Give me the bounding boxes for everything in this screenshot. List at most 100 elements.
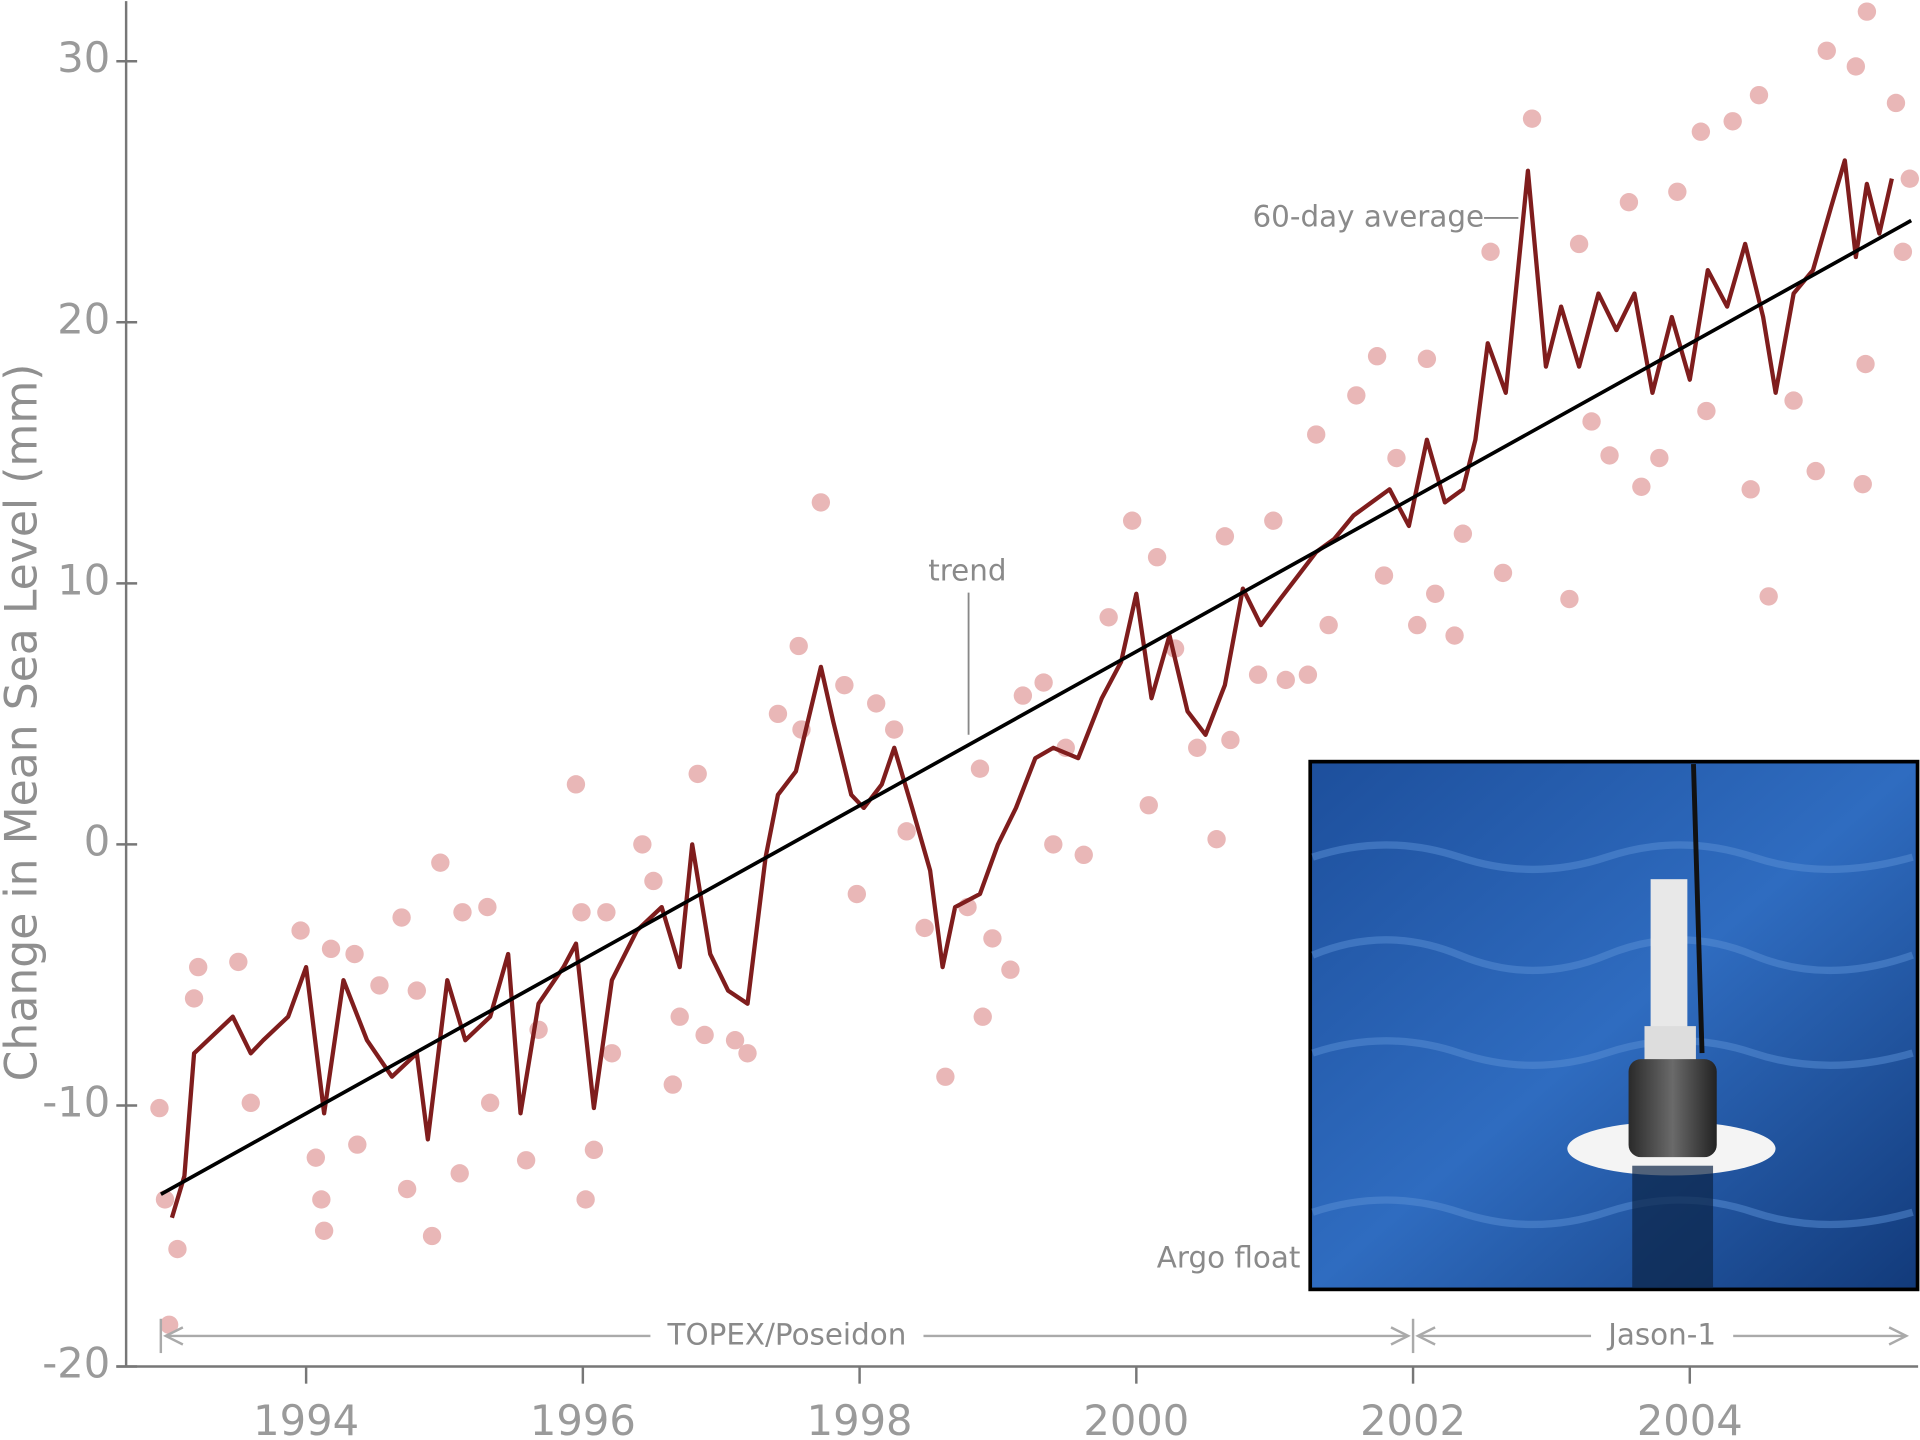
data-point: [150, 1098, 169, 1118]
data-point: [1886, 93, 1906, 113]
waves: [1311, 841, 1914, 1229]
data-point: [670, 1007, 689, 1026]
data-point: [314, 1221, 334, 1240]
data-point: [1453, 524, 1473, 543]
data-point: [1221, 730, 1240, 750]
data-point: [897, 822, 916, 841]
data-point: [1074, 845, 1093, 865]
series-annotation: trend: [928, 553, 1006, 587]
data-point: [1044, 835, 1063, 854]
data-point: [811, 493, 831, 512]
data-point: [847, 884, 867, 904]
data-point: [1522, 109, 1542, 128]
data-point: [478, 897, 497, 917]
data-point: [973, 1007, 992, 1026]
data-point: [835, 675, 854, 695]
mission-arrow: [1390, 1326, 1411, 1346]
data-point: [885, 720, 904, 739]
photo-caption: Argo float: [1157, 1240, 1301, 1274]
data-point: [1034, 673, 1053, 692]
trend-line: [160, 218, 1913, 1196]
data-point: [663, 1075, 682, 1094]
data-point: [1248, 665, 1268, 684]
average-line: [169, 158, 1894, 1219]
data-point: [159, 1315, 179, 1334]
data-point: [1749, 85, 1769, 105]
data-point: [1426, 584, 1445, 603]
lines: [160, 158, 1913, 1219]
float-body: [1628, 1059, 1717, 1158]
data-point: [1723, 112, 1742, 131]
data-point: [1493, 563, 1513, 583]
data-point: [768, 704, 788, 724]
data-point: [431, 853, 450, 872]
data-point: [1697, 401, 1716, 421]
data-point: [184, 989, 204, 1008]
data-point: [867, 694, 886, 713]
data-point: [1582, 412, 1601, 431]
data-point: [321, 939, 341, 959]
data-point: [1846, 57, 1866, 76]
data-point: [1619, 193, 1639, 212]
y-tick-label: 30: [57, 33, 110, 82]
data-point: [1215, 527, 1235, 546]
data-point: [566, 775, 586, 794]
data-point: [1147, 548, 1167, 567]
data-point: [168, 1239, 187, 1259]
data-point: [936, 1067, 955, 1086]
y-axis-title: Change in Mean Sea Level (mm): [0, 364, 47, 1082]
data-point: [576, 1190, 595, 1209]
data-point: [1319, 615, 1338, 635]
data-point: [453, 903, 472, 922]
data-point: [584, 1140, 604, 1160]
mission-arrow: [1415, 1326, 1436, 1346]
data-point: [1188, 738, 1207, 757]
data-point: [1481, 242, 1500, 261]
data-point: [291, 921, 310, 940]
data-point: [688, 764, 707, 784]
data-point: [348, 1135, 367, 1154]
data-point: [480, 1093, 500, 1113]
data-point: [1784, 391, 1803, 410]
data-point: [1600, 446, 1619, 465]
data-point: [597, 903, 616, 922]
x-tick-label: 2004: [1637, 1396, 1743, 1440]
data-point: [1691, 122, 1711, 141]
mission-label: TOPEX/Poseidon: [667, 1317, 907, 1351]
data-point: [1001, 960, 1020, 979]
float-collar: [1644, 1026, 1696, 1063]
data-point: [1893, 242, 1913, 261]
data-point: [1122, 511, 1142, 530]
data-point: [1207, 830, 1226, 849]
data-point: [572, 903, 591, 922]
data-point: [789, 636, 808, 656]
data-point: [155, 1190, 175, 1209]
data-point: [644, 871, 663, 891]
data-point: [516, 1151, 536, 1170]
series-annotation: 60-day average: [1252, 199, 1484, 233]
data-point: [1806, 461, 1825, 481]
mission-label: Jason-1: [1606, 1317, 1716, 1351]
data-point: [1857, 2, 1877, 21]
data-point: [450, 1164, 469, 1183]
data-point: [1741, 480, 1760, 499]
mission-arrow: [162, 1326, 184, 1346]
data-point: [1759, 587, 1778, 606]
data-point: [1817, 41, 1836, 60]
data-point: [1408, 615, 1427, 635]
data-point: [1347, 386, 1366, 405]
float-underwater: [1632, 1165, 1714, 1289]
data-point: [1632, 477, 1651, 496]
data-point: [397, 1179, 417, 1199]
points: [150, 2, 1919, 1334]
data-point: [1099, 608, 1118, 627]
x-tick-label: 1996: [530, 1396, 636, 1440]
data-point: [1650, 448, 1669, 468]
data-point: [983, 929, 1002, 948]
data-point: [1276, 670, 1295, 690]
data-point: [633, 835, 652, 854]
data-point: [1013, 686, 1033, 705]
data-point: [189, 957, 208, 977]
argo-photo: [1308, 759, 1920, 1292]
